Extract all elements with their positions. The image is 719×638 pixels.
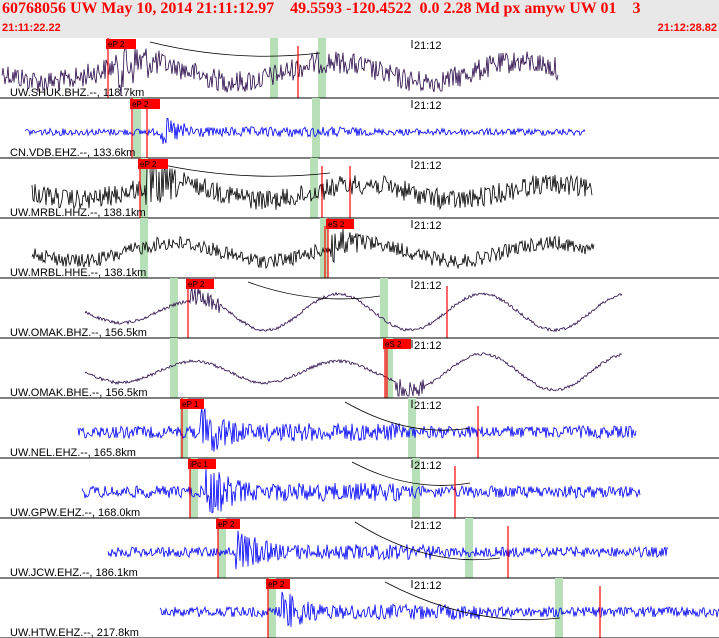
station-label: UW.JCW.EHZ.--, 186.1km [10,567,138,579]
station-label: UW.HTW.EHZ.--, 217.8km [10,627,139,638]
green-marker-band [380,278,388,338]
trace-panel: 21:12 eP 1 UW.NEL.EHZ.--, 165.8km [0,398,719,459]
pick-box [186,279,214,289]
pick-label: eP 2 [132,100,149,109]
end-time: 21:12:28.82 [657,22,717,34]
station-label: CN.VDB.EHZ.--, 133.6km [10,147,135,159]
green-marker-band [218,518,226,578]
trace-panel: 21:12 iPc 1 UW.GPW.EHZ.--, 168.0km [0,458,719,519]
green-marker-band [133,98,141,158]
coda-curve [149,41,321,57]
coda-curve [344,401,471,431]
pick-box [326,219,354,229]
station-label: UW.NEL.EHZ.--, 165.8km [10,447,136,459]
pick-label: iPc 1 [190,460,208,469]
waveform-trace [31,228,595,270]
minute-label: 21:12 [414,280,442,292]
pick-label: eP 1 [182,400,199,409]
pick-label: eP 2 [218,520,235,529]
coda-curve [354,521,501,561]
pick-box [180,399,204,409]
station-label: UW.MRBL.HHZ.--, 138.1km [10,207,146,219]
pick-box [106,39,136,49]
pick-label: eS 2 [328,220,345,229]
green-marker-band [318,38,326,98]
minute-label: 21:12 [414,460,442,472]
green-marker-band [140,218,148,278]
trace-panel: 21:12 eP 2 UW.OMAK.BHZ.--, 156.5km [0,278,719,339]
station-label: UW.GPW.EHZ.--, 168.0km [10,507,140,519]
pick-label: eP 2 [268,580,285,589]
minute-label: 21:12 [414,160,442,172]
trace-panel: 21:12 eS 2 UW.OMAK.BHE.--, 156.5km [0,338,719,399]
trace-panel: 21:12 eP 2 CN.VDB.EHZ.--, 133.6km [0,98,719,159]
green-marker-band [310,158,318,218]
station-label: UW.OMAK.BHZ.--, 156.5km [10,327,147,339]
green-marker-band [170,278,178,338]
start-time: 21:11:22.22 [2,22,61,34]
green-marker-band [385,338,393,398]
minute-label: 21:12 [414,520,442,532]
pick-box [216,519,240,529]
event-title: 60768056 UW May 10, 2014 21:11:12.97 49.… [2,0,641,17]
station-label: UW.OMAK.BHE.--, 156.5km [10,387,148,399]
waveform-trace [24,117,586,145]
minute-label: 21:12 [414,100,442,112]
coda-curve [384,581,561,621]
pick-box [130,99,160,109]
green-marker-band [465,518,473,578]
waveform-trace [159,591,719,628]
coda-curve [149,161,331,177]
minute-label: 21:12 [414,400,442,412]
green-marker-band [408,398,416,458]
green-marker-band [412,458,420,518]
waveform-trace [31,166,593,211]
green-marker-band [170,338,178,398]
station-label: UW.MRBL.HHE.--, 138.1km [10,267,146,279]
green-marker-band [320,218,328,278]
coda-curve [247,281,381,300]
waveform-trace [1,47,559,97]
pick-label: eP 2 [188,280,205,289]
waveform-trace [107,530,669,570]
minute-label: 21:12 [414,340,442,352]
station-label: UW.SHUK.BHZ.--, 118.7km [10,87,144,99]
green-marker-band [180,398,188,458]
trace-panel: 21:12 eP 2 UW.HTW.EHZ.--, 217.8km [0,578,719,638]
coda-curve [351,461,471,486]
pick-label: eS 2 [385,340,402,349]
trace-panel: 21:12 eP 2 UW.JCW.EHZ.--, 186.1km [0,518,719,579]
green-marker-band [140,158,148,218]
pick-box [188,459,216,469]
green-marker-band [190,458,198,518]
pick-label: eP 2 [108,40,125,49]
waveform-trace [81,467,641,514]
pick-box [138,159,168,169]
trace-panel: 21:12 eS 2 UW.MRBL.HHE.--, 138.1km [0,218,719,279]
pick-label: eP 2 [140,160,157,169]
trace-panel: 21:12 eP 2 UW.MRBL.HHZ.--, 138.1km [0,158,719,219]
minute-label: 21:12 [414,220,442,232]
waveform-trace [84,287,623,333]
green-marker-band [312,98,320,158]
trace-panel: 21:12 eP 2 UW.SHUK.BHZ.--, 118.7km [0,38,719,99]
waveform-trace [77,407,637,452]
pick-box [383,339,411,349]
header-bar: 60768056 UW May 10, 2014 21:11:12.97 49.… [0,0,719,38]
minute-label: 21:12 [414,580,442,592]
waveform-trace [84,352,623,397]
green-marker-band [555,578,563,638]
green-marker-band [268,578,276,638]
pick-box [266,579,290,589]
minute-label: 21:12 [414,40,442,52]
